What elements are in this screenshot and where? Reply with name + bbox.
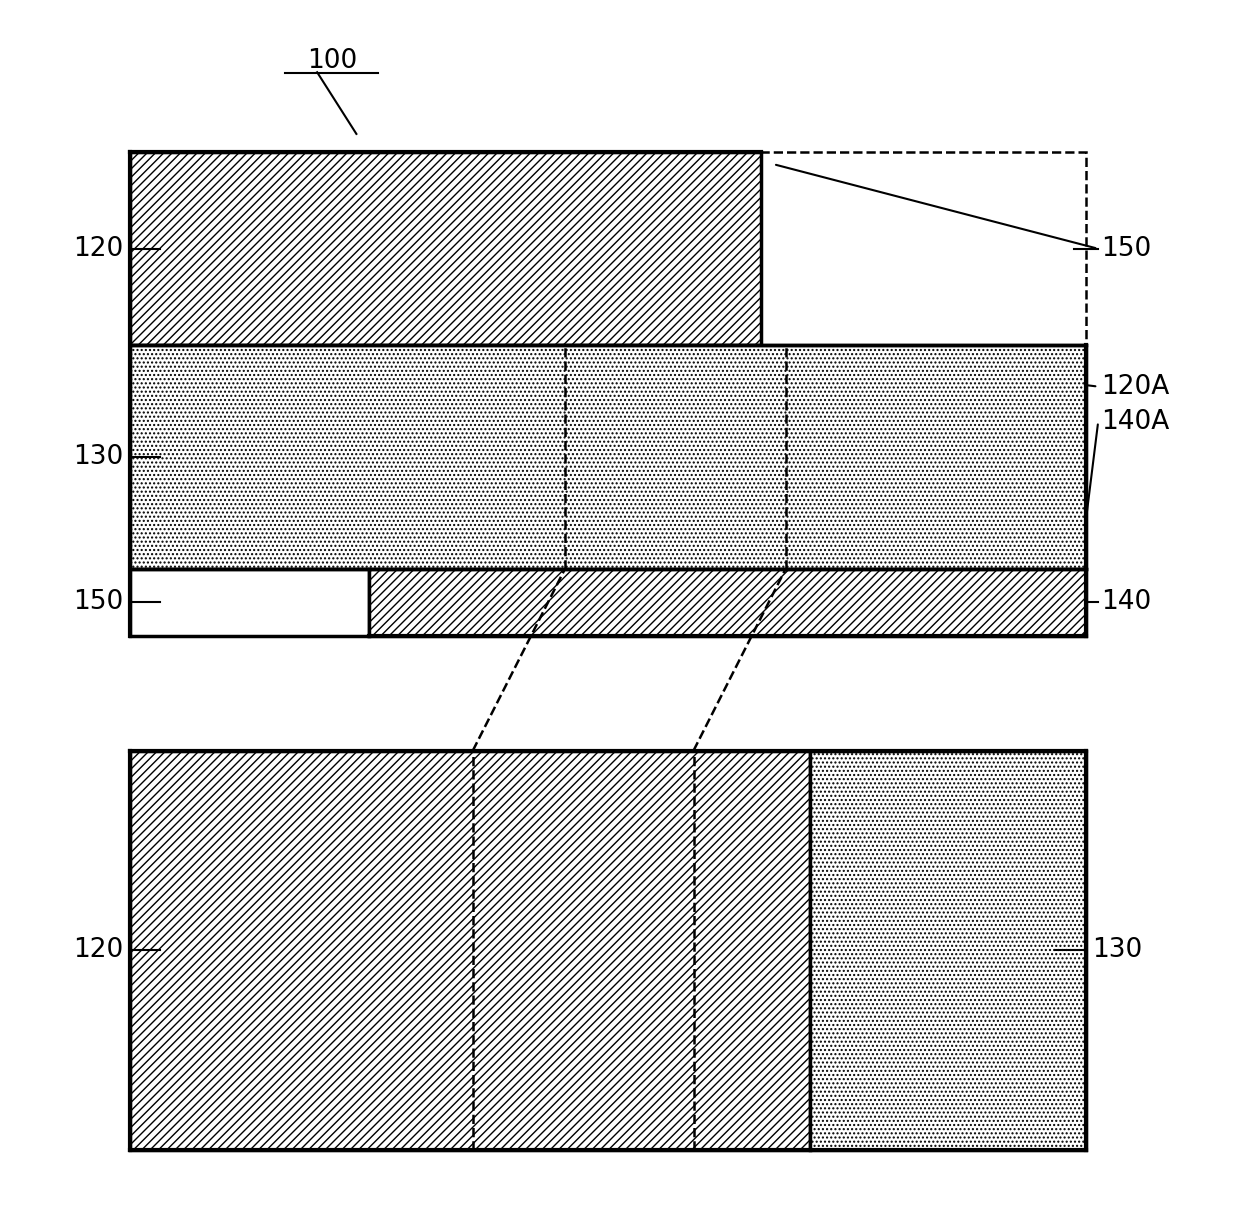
Text: 120: 120 <box>73 236 124 262</box>
Text: 120: 120 <box>73 937 124 963</box>
Text: 130: 130 <box>1092 937 1142 963</box>
Bar <box>368 569 1086 636</box>
Text: 120A: 120A <box>1101 373 1169 400</box>
Text: 140A: 140A <box>1101 408 1169 434</box>
Text: 130: 130 <box>73 444 124 471</box>
Bar <box>761 152 1086 345</box>
Bar <box>129 569 368 636</box>
Bar <box>810 751 1086 1150</box>
Bar <box>129 751 810 1150</box>
Bar <box>129 152 761 345</box>
Bar <box>129 345 1086 569</box>
Text: 100: 100 <box>306 49 357 75</box>
Text: 140: 140 <box>1101 589 1151 615</box>
Text: 150: 150 <box>1101 236 1151 262</box>
Text: 150: 150 <box>73 589 124 615</box>
